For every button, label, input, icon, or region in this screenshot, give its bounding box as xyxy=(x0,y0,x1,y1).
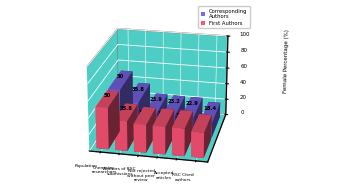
Legend: Corresponding
Authors, First Authors: Corresponding Authors, First Authors xyxy=(199,6,250,28)
